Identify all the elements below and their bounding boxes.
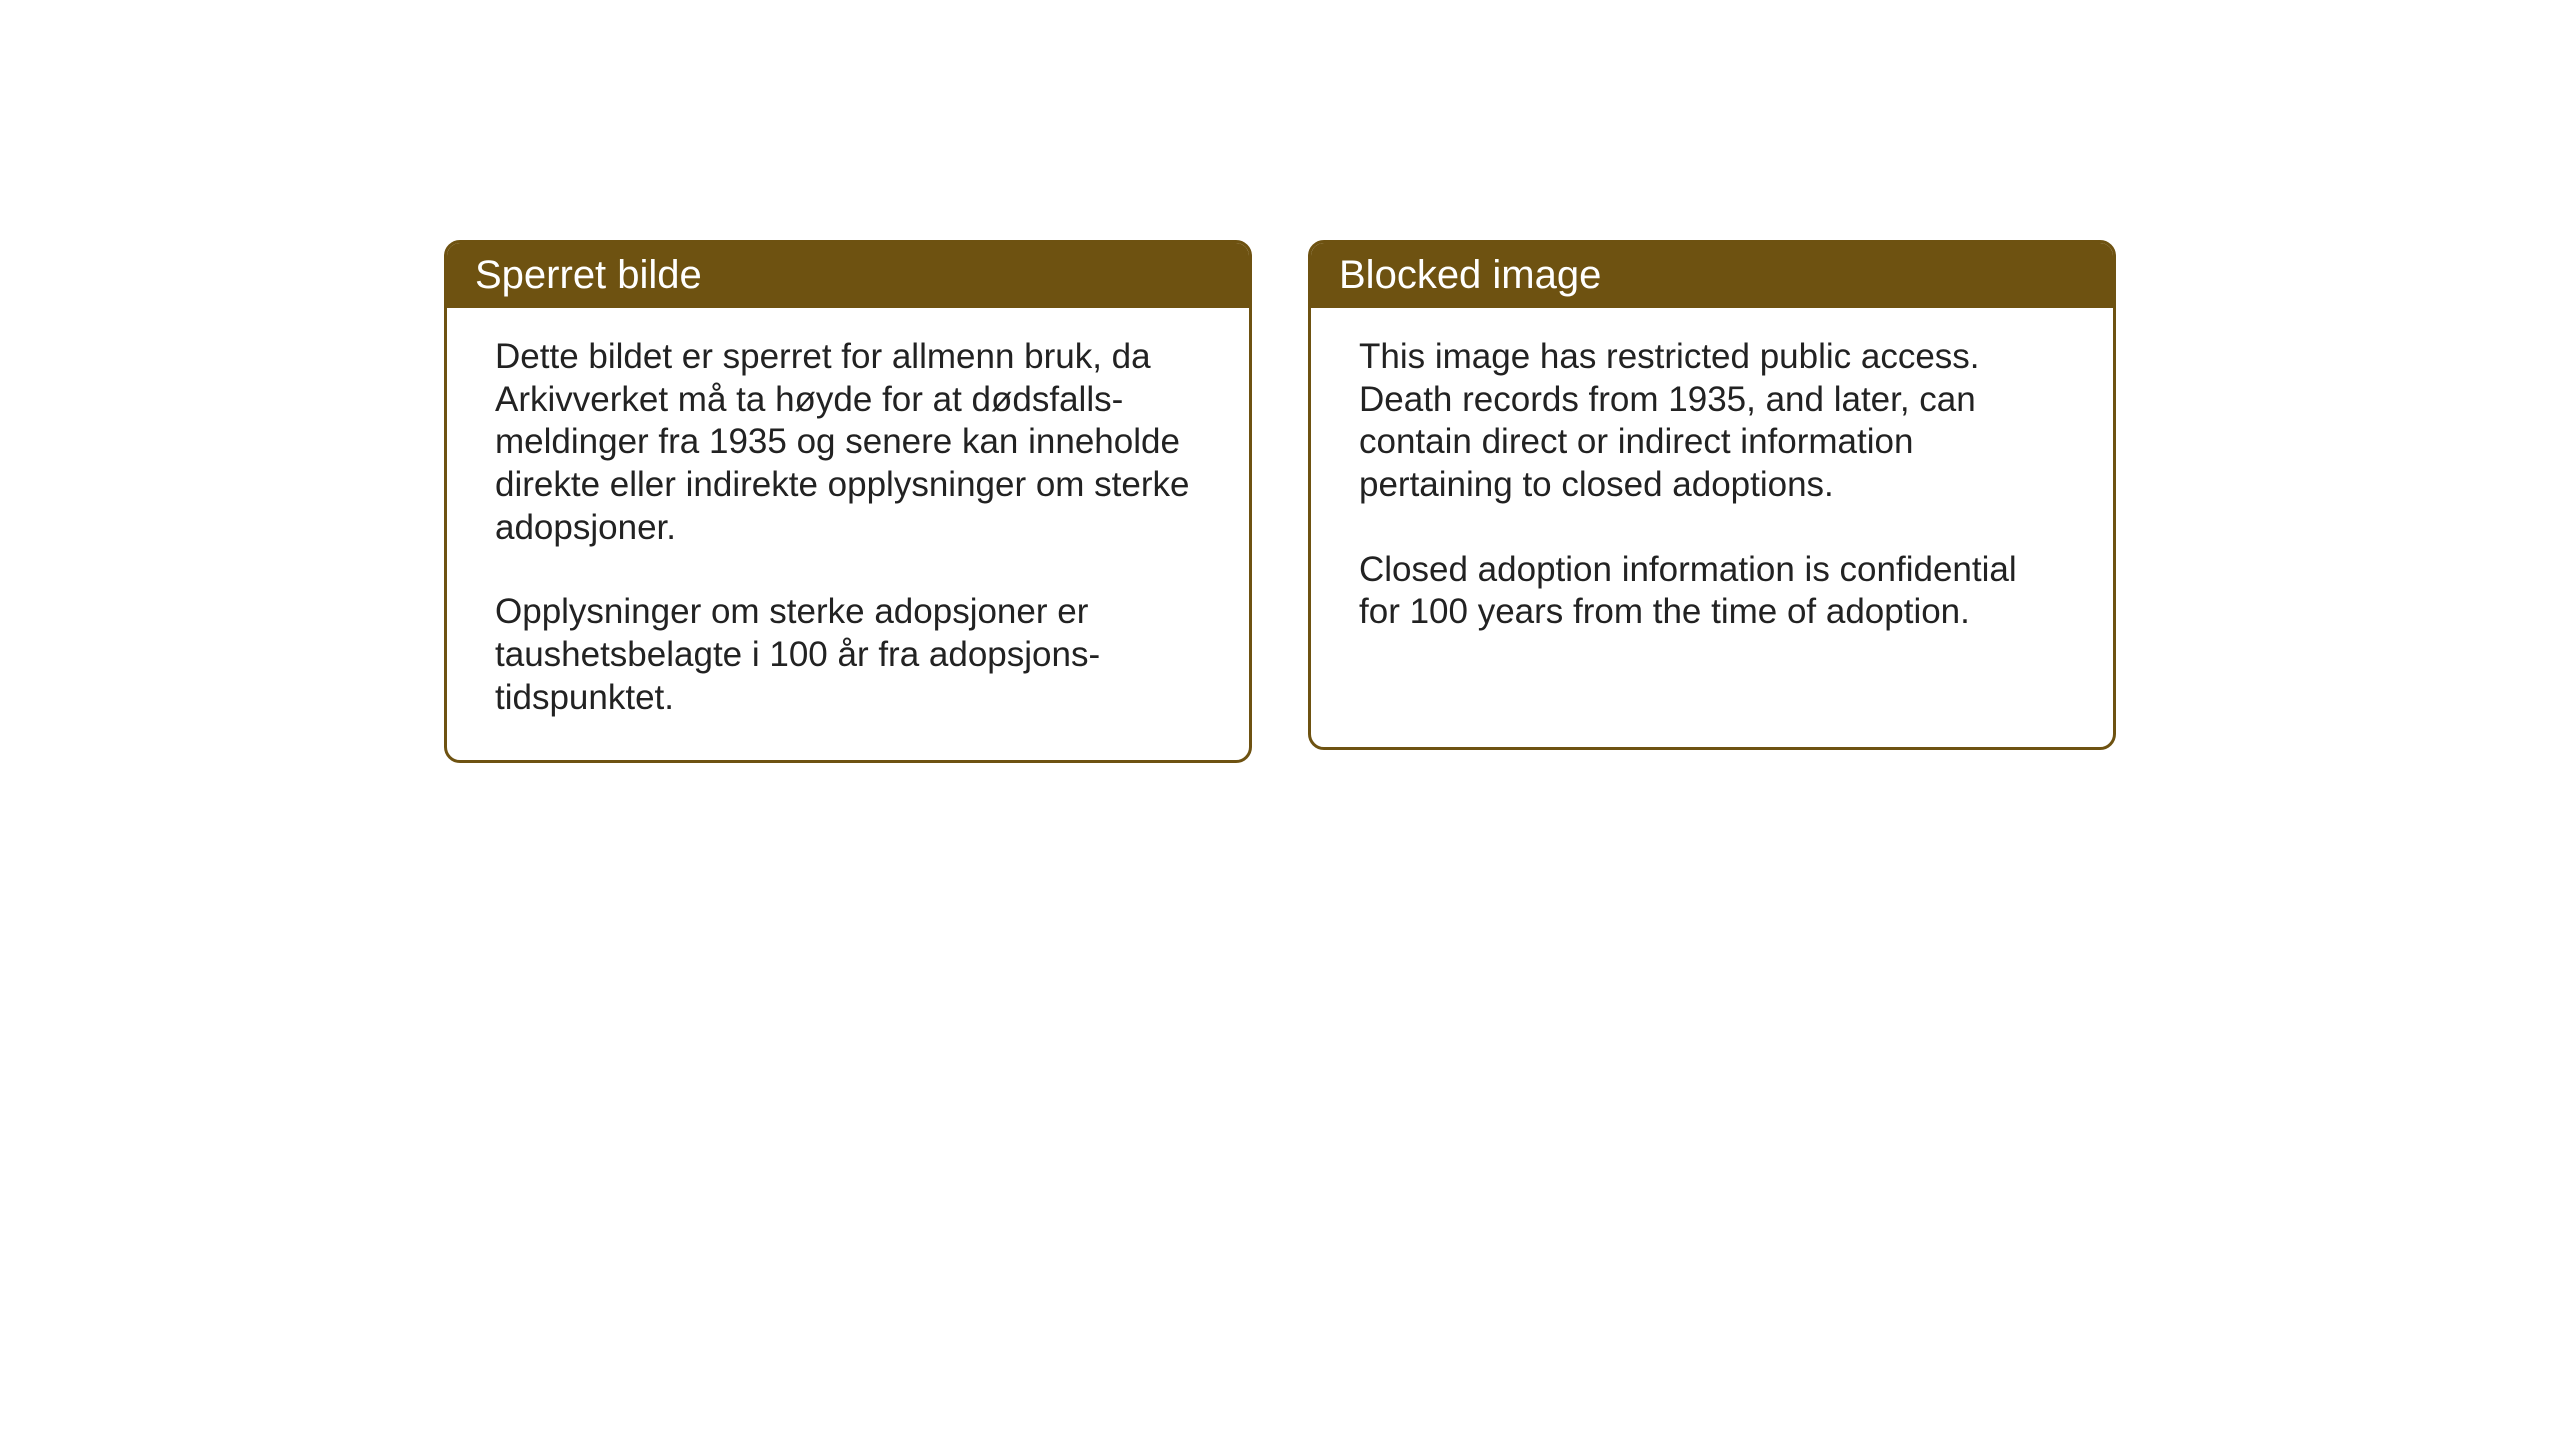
card-paragraph-1-english: This image has restricted public access.… bbox=[1359, 336, 2065, 507]
card-title-norwegian: Sperret bilde bbox=[475, 253, 702, 297]
card-paragraph-2-norwegian: Opplysninger om sterke adopsjoner er tau… bbox=[495, 591, 1201, 719]
notice-card-norwegian: Sperret bilde Dette bildet er sperret fo… bbox=[444, 240, 1252, 763]
card-title-english: Blocked image bbox=[1339, 253, 1601, 297]
card-header-english: Blocked image bbox=[1311, 243, 2113, 308]
notice-card-english: Blocked image This image has restricted … bbox=[1308, 240, 2116, 750]
card-header-norwegian: Sperret bilde bbox=[447, 243, 1249, 308]
card-body-norwegian: Dette bildet er sperret for allmenn bruk… bbox=[447, 308, 1249, 760]
card-paragraph-1-norwegian: Dette bildet er sperret for allmenn bruk… bbox=[495, 336, 1201, 549]
card-paragraph-2-english: Closed adoption information is confident… bbox=[1359, 549, 2065, 634]
notice-container: Sperret bilde Dette bildet er sperret fo… bbox=[444, 240, 2116, 763]
card-body-english: This image has restricted public access.… bbox=[1311, 308, 2113, 674]
